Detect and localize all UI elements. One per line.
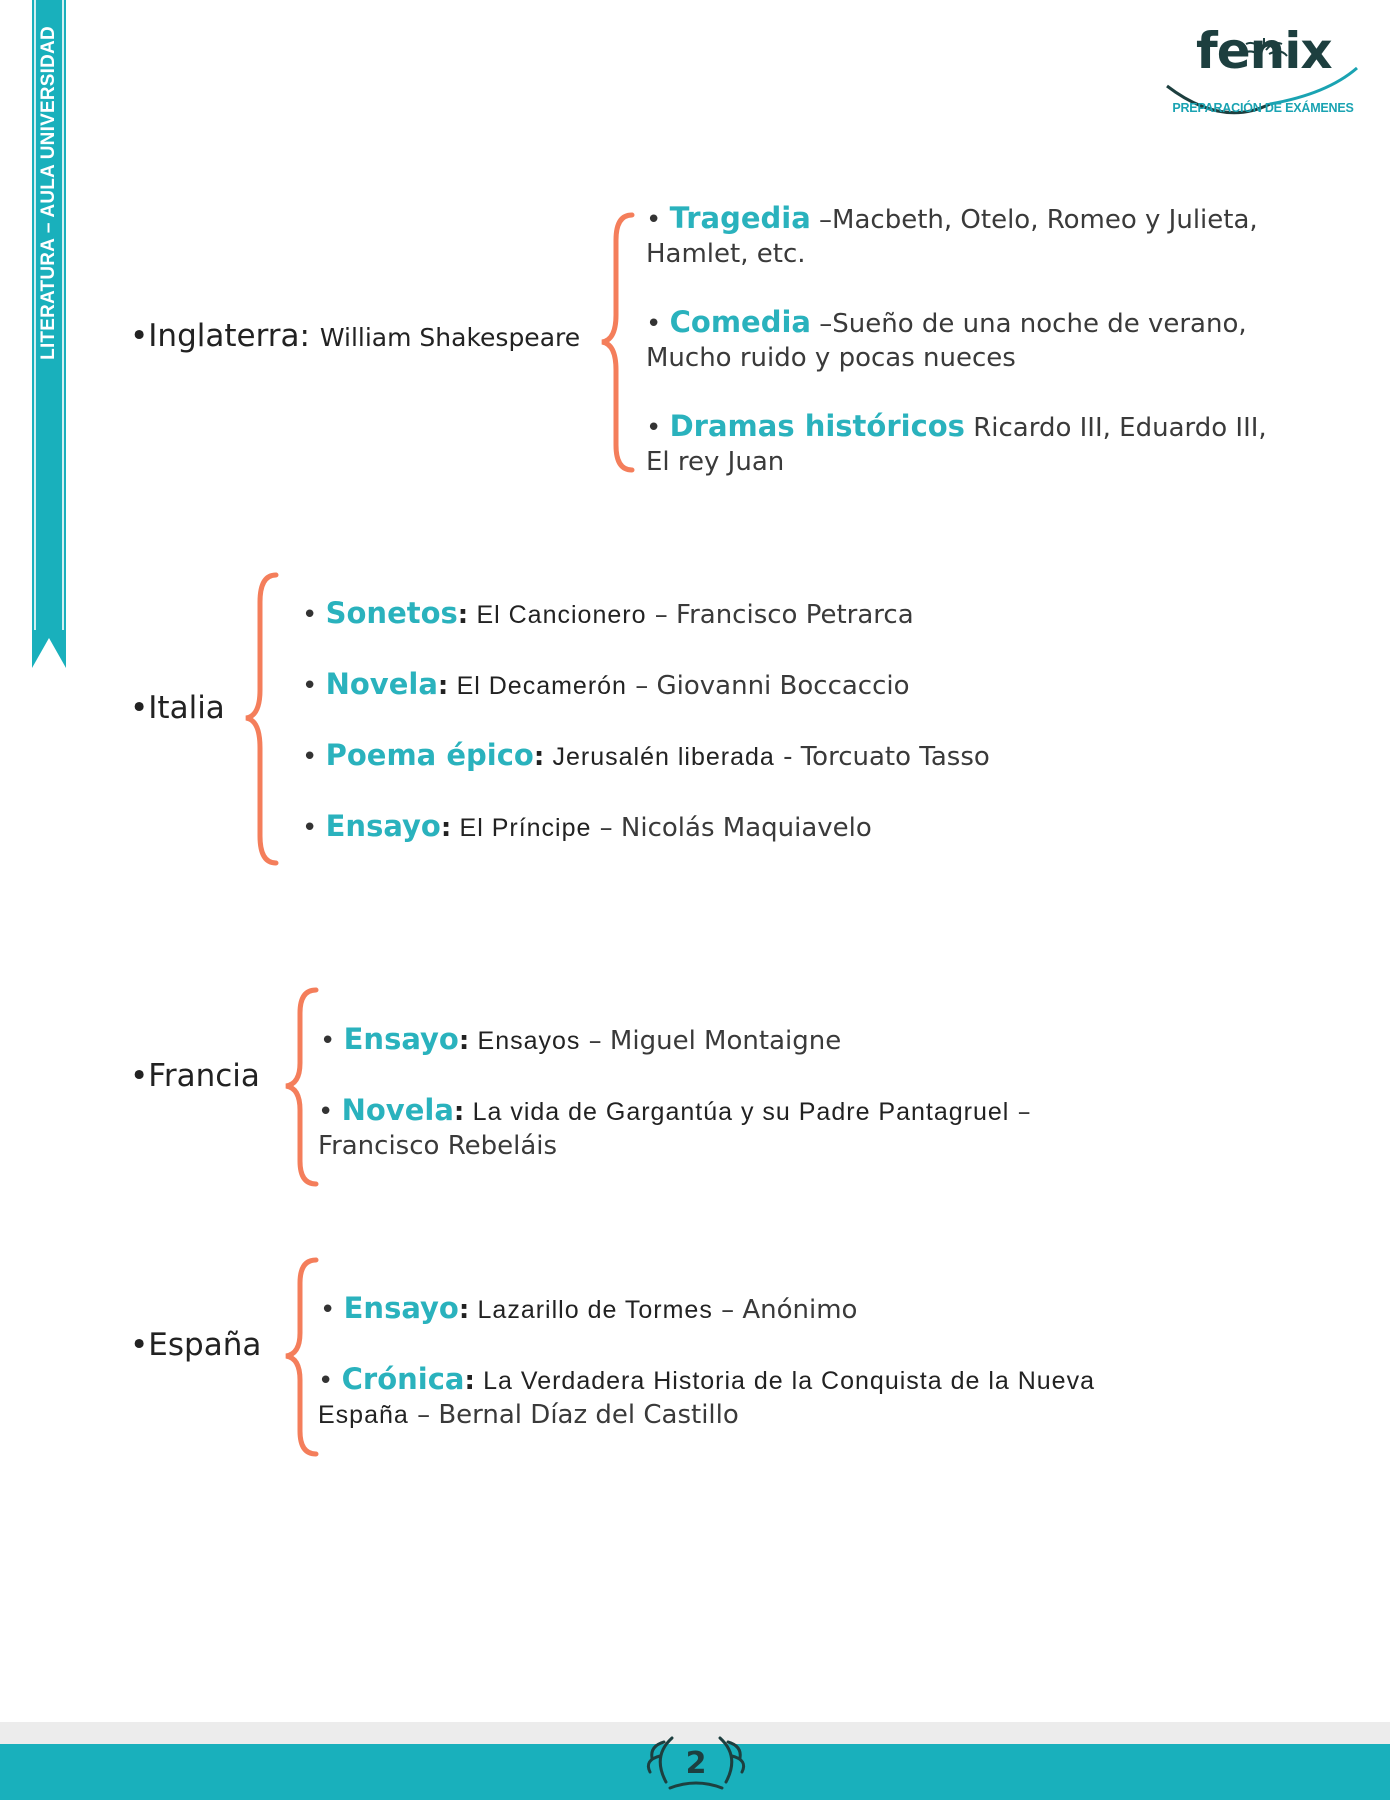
- author-text: – Giovanni Boccaccio: [635, 671, 910, 701]
- works-text: –Macbeth, Otelo, Romeo y Julieta, Hamlet…: [646, 205, 1258, 269]
- work-title: Ensayos: [477, 1027, 581, 1055]
- country-francia: •Francia: [130, 1058, 260, 1094]
- country-label: •Italia: [130, 690, 225, 726]
- list-item: • Sonetos: El Cancionero – Francisco Pet…: [302, 596, 914, 632]
- genre-term: Crónica: [341, 1362, 465, 1396]
- country-label: •Francia: [130, 1058, 260, 1094]
- list-item: • Novela: El Decamerón – Giovanni Boccac…: [302, 667, 910, 703]
- list-item: • Novela: La vida de Gargantúa y su Padr…: [318, 1093, 1108, 1163]
- colon: :: [533, 742, 545, 772]
- footer-band: [0, 1722, 1390, 1744]
- colon: :: [440, 813, 452, 843]
- country-label: •España: [130, 1327, 262, 1363]
- genre-term: Novela: [341, 1093, 454, 1127]
- logo-wordmark: fenix: [1196, 22, 1333, 80]
- brace-francia: [285, 987, 319, 1187]
- country-espana: •España: [130, 1327, 261, 1363]
- genre-term: Poema épico: [325, 738, 534, 772]
- list-item: • Poema épico: Jerusalén liberada - Torc…: [302, 738, 990, 774]
- genre-term: Novela: [325, 667, 438, 701]
- side-ribbon-label: LITERATURA – AULA UNIVERSIDAD: [32, 0, 66, 386]
- works-text: –Sueño de una noche de verano, Mucho rui…: [646, 309, 1247, 373]
- fenix-logo-icon: [1166, 38, 1358, 115]
- bullet: •: [302, 742, 318, 772]
- bullet: •: [318, 1097, 334, 1127]
- bullet: •: [646, 309, 662, 339]
- list-item: • Ensayo: El Príncipe – Nicolás Maquiave…: [302, 809, 872, 845]
- bullet: •: [302, 671, 318, 701]
- work-title: El Decamerón: [456, 672, 627, 700]
- genre-term: Comedia: [669, 305, 811, 339]
- author-text: – Anónimo: [721, 1295, 858, 1325]
- list-item: • Comedia –Sueño de una noche de verano,…: [646, 305, 1286, 375]
- bullet: •: [646, 413, 662, 443]
- list-item: • Dramas históricos Ricardo III, Eduardo…: [646, 409, 1286, 479]
- colon: :: [464, 1366, 475, 1396]
- bullet: •: [320, 1026, 336, 1056]
- list-item: • Ensayo: Lazarillo de Tormes – Anónimo: [320, 1291, 857, 1327]
- bullet: •: [320, 1295, 336, 1325]
- country-label: •Inglaterra:: [130, 318, 310, 354]
- genre-term: Sonetos: [325, 596, 458, 630]
- work-title: Lazarillo de Tormes: [477, 1296, 713, 1324]
- author-text: – Miguel Montaigne: [588, 1026, 842, 1056]
- works-text: Ricardo III, Eduardo III, El rey Juan: [646, 413, 1267, 477]
- colon: :: [457, 600, 469, 630]
- list-item: • Ensayo: Ensayos – Miguel Montaigne: [320, 1022, 841, 1058]
- bullet: •: [302, 813, 318, 843]
- list-item: • Crónica: La Verdadera Historia de la C…: [318, 1362, 1098, 1432]
- colon: :: [453, 1097, 465, 1127]
- author-text: – Nicolás Maquiavelo: [599, 813, 872, 843]
- side-ribbon: [32, 0, 66, 668]
- bullet: •: [318, 1366, 334, 1396]
- side-ribbon-text: LITERATURA – AULA UNIVERSIDAD: [38, 26, 60, 360]
- work-title: Jerusalén liberada: [552, 743, 775, 771]
- work-title: La Verdadera Historia de la Conquista de…: [318, 1367, 1095, 1429]
- country-inglaterra: •Inglaterra: William Shakespeare: [130, 318, 580, 354]
- logo-tagline: PREPARACIÓN DE EXÁMENES: [1172, 101, 1354, 115]
- brace-espana: [285, 1257, 319, 1457]
- footer-bar: [0, 1744, 1390, 1800]
- genre-term: Ensayo: [343, 1022, 459, 1056]
- genre-term: Ensayo: [325, 809, 441, 843]
- colon: :: [437, 671, 449, 701]
- work-title: El Cancionero: [476, 601, 647, 629]
- country-author: William Shakespeare: [319, 323, 581, 352]
- bullet: •: [646, 205, 662, 235]
- genre-term: Dramas históricos: [669, 409, 965, 443]
- page-number: 2: [685, 1746, 707, 1781]
- colon: :: [458, 1295, 470, 1325]
- author-text: – Bernal Díaz del Castillo: [417, 1400, 739, 1430]
- brace-inglaterra: [601, 212, 635, 473]
- work-title: La vida de Gargantúa y su Padre Pantagru…: [472, 1098, 1010, 1126]
- colon: :: [458, 1026, 470, 1056]
- author-text: – Francisco Rebeláis: [318, 1097, 1031, 1161]
- bullet: •: [302, 600, 318, 630]
- genre-term: Tragedia: [669, 201, 811, 235]
- country-italia: •Italia: [130, 690, 225, 726]
- brace-italia: [245, 572, 279, 866]
- list-item: • Tragedia –Macbeth, Otelo, Romeo y Juli…: [646, 201, 1286, 271]
- genre-term: Ensayo: [343, 1291, 459, 1325]
- author-text: - Torcuato Tasso: [783, 742, 990, 772]
- laurel-icon: [646, 1736, 746, 1790]
- author-text: – Francisco Petrarca: [654, 600, 914, 630]
- work-title: El Príncipe: [459, 814, 592, 842]
